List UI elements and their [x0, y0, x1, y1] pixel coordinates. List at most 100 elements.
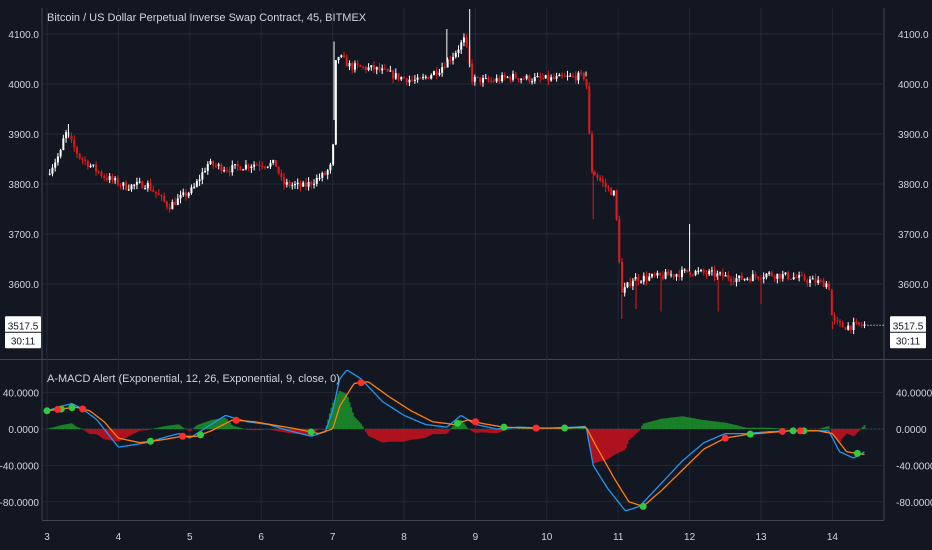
candle-body: [343, 55, 346, 58]
macd-y-tick-label-left: 40.0000: [3, 389, 40, 400]
candle-body: [482, 78, 485, 83]
candle-body: [116, 178, 119, 185]
candle-body: [321, 172, 324, 178]
candle-body: [84, 159, 87, 161]
candle-body: [686, 269, 689, 273]
candle-body: [146, 182, 149, 189]
candle-body: [293, 184, 296, 186]
candle-body: [836, 320, 839, 322]
candle-body: [457, 49, 460, 53]
candle-body: [51, 167, 54, 174]
macd-y-tick-label-right: 40.0000: [896, 389, 932, 400]
candle-body: [495, 78, 498, 82]
candle-body: [645, 275, 648, 281]
candle-body: [454, 52, 457, 57]
candle-body: [563, 76, 566, 78]
candle-body: [612, 190, 615, 196]
candle-body: [653, 274, 656, 276]
candle-body: [727, 275, 730, 279]
candle-body: [133, 184, 136, 186]
candle-body: [231, 165, 234, 173]
candle-body: [691, 274, 694, 276]
candle-body: [664, 271, 667, 279]
candle-body: [811, 278, 814, 280]
candle-body: [253, 164, 256, 167]
candle-body: [304, 182, 307, 187]
candle-body: [155, 191, 158, 194]
candle-body: [408, 79, 411, 83]
candle-body: [446, 59, 449, 68]
candle-body: [81, 158, 84, 160]
candle-body: [144, 188, 147, 190]
candle-body: [422, 76, 425, 78]
candle-body: [743, 278, 746, 280]
candle-body: [310, 181, 313, 185]
candle-body: [776, 273, 779, 279]
candle-body: [471, 63, 474, 82]
candle-body: [405, 78, 408, 83]
y-tick-label-left: 3600.0: [8, 280, 39, 291]
candle-body: [713, 270, 716, 277]
candle-body: [580, 72, 583, 74]
candle-body: [228, 170, 231, 173]
candle-body: [825, 283, 828, 287]
candle-body: [631, 280, 634, 286]
candle-body: [255, 164, 258, 166]
candle-body: [291, 185, 294, 187]
candle-body: [541, 78, 544, 80]
candle-body: [462, 37, 465, 43]
candle-body: [637, 277, 640, 282]
candle-body: [326, 170, 329, 175]
price-chart-title: Bitcoin / US Dollar Perpetual Inverse Sw…: [47, 12, 367, 24]
candle-body: [487, 78, 490, 81]
candle-body: [443, 67, 446, 69]
candle-body: [520, 78, 523, 81]
candle-body: [65, 132, 68, 139]
candle-body: [223, 170, 226, 172]
candle-body: [413, 79, 416, 81]
candle-body: [735, 278, 738, 282]
candle-body: [697, 270, 700, 272]
candle-body: [746, 278, 749, 280]
candle-body: [465, 37, 468, 47]
candle-body: [789, 279, 792, 281]
candle-body: [367, 67, 370, 71]
candle-body: [773, 275, 776, 279]
candle-body: [283, 177, 286, 185]
candle-body: [157, 193, 160, 196]
candle-body: [435, 71, 438, 75]
candle-body: [108, 176, 111, 180]
candle-body: [828, 283, 831, 290]
candle-body: [607, 187, 610, 189]
candle-body: [105, 177, 108, 180]
candle-body: [424, 76, 427, 78]
candle-body: [702, 269, 705, 273]
candle-body: [244, 164, 247, 170]
candle-body: [449, 59, 452, 61]
candle-body: [381, 68, 384, 71]
buy-signal-dot: [853, 449, 861, 457]
candle-body: [193, 186, 196, 188]
candle-body: [582, 72, 585, 79]
candle-body: [724, 275, 727, 277]
candle-body: [266, 166, 269, 168]
candle-body: [373, 65, 376, 70]
candle-body: [176, 198, 179, 205]
candle-body: [531, 81, 534, 83]
candle-body: [506, 76, 509, 78]
candle-body: [179, 194, 182, 199]
buy-signal-dot: [68, 404, 76, 412]
candle-body: [313, 183, 316, 185]
candle-body: [852, 322, 855, 330]
candle-body: [675, 274, 678, 277]
x-tick-label: 7: [330, 532, 336, 543]
candle-body: [209, 161, 212, 165]
buy-signal-dot: [746, 430, 754, 438]
candle-body: [648, 276, 651, 281]
candle-body: [89, 165, 92, 168]
candle-body: [190, 187, 193, 194]
candle-body: [299, 182, 302, 187]
candle-body: [768, 272, 771, 274]
macd-y-tick-label-left: -40.0000: [0, 461, 39, 472]
